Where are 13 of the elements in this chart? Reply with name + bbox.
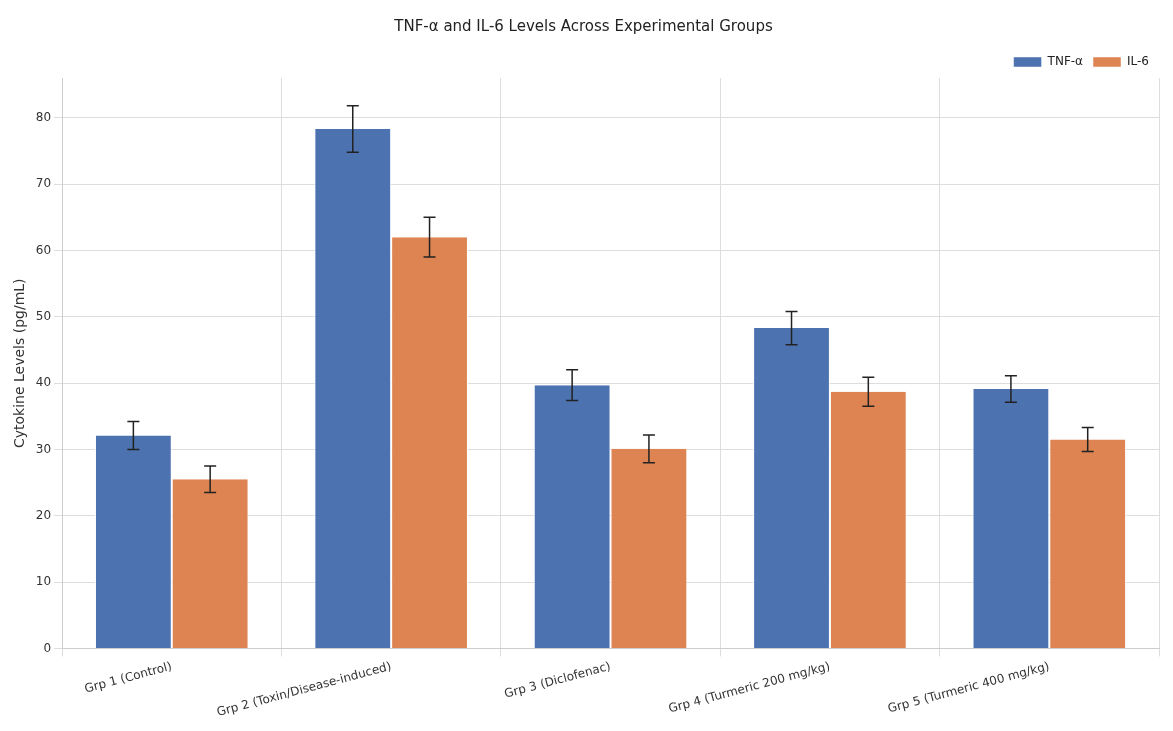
legend-label: IL-6 [1127,54,1150,69]
y-tick-label: 10 [35,574,52,589]
y-tick-label: 70 [35,176,52,191]
y-tick-label: 0 [43,640,52,655]
y-tick-label: 60 [35,242,52,257]
y-tick-label: 20 [35,507,52,522]
y-axis-title: Cytokine Levels (pg/mL) [11,278,28,449]
y-tick-label: 80 [35,109,52,124]
y-tick-label: 30 [35,441,52,456]
chart-title: TNF-α and IL-6 Levels Across Experimental Groups [393,16,773,35]
legend-label: TNF-α [1046,54,1084,69]
y-tick-label: 50 [35,308,52,323]
y-tick-label: 40 [35,375,52,390]
